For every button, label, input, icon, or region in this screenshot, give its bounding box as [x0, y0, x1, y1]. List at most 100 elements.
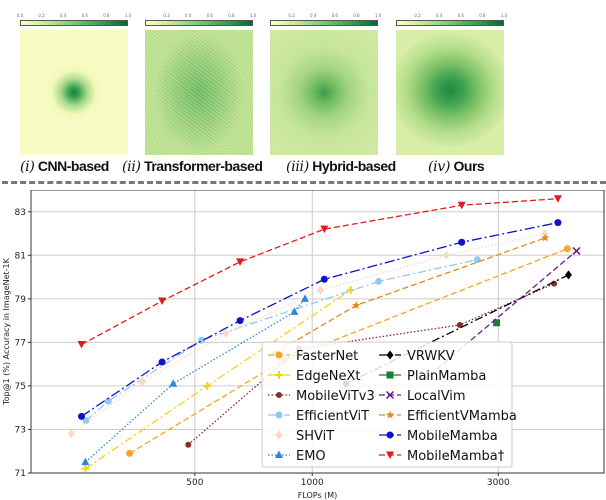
panel-title: Hybrid-based	[312, 158, 396, 174]
colorbar-ticks: 0.2 0.4 0.6 0.8 1.0	[396, 13, 508, 19]
erf-heatmap	[145, 30, 253, 155]
data-point	[185, 441, 192, 448]
y-tick-label: 81	[15, 251, 26, 261]
colorbar-ticks: 0.0 0.2 0.4 0.6 0.8 1.0	[17, 13, 132, 19]
series-emo	[81, 294, 309, 466]
tick: 0.2	[163, 13, 170, 18]
data-point	[81, 464, 90, 473]
tick: 0.8	[103, 13, 110, 18]
panel-label-ours: (iv) Ours	[428, 158, 485, 175]
data-point	[158, 297, 167, 306]
legend-item: MobileViTv3	[268, 389, 375, 404]
data-point	[236, 317, 244, 325]
legend-marker	[385, 410, 395, 419]
panel-label-cnn: (i) CNN-based	[20, 158, 109, 175]
legend-label: EdgeNeXt	[296, 369, 360, 384]
legend-item: PlainMamba	[379, 369, 486, 384]
colorbar	[396, 20, 504, 26]
colorbar	[145, 20, 253, 26]
data-point	[375, 277, 383, 285]
data-point	[81, 457, 90, 466]
tick: 1.0	[374, 13, 382, 18]
data-point	[458, 238, 466, 246]
legend-item: MobileMamba†	[379, 449, 505, 464]
legend-item: SHViT	[268, 429, 334, 444]
tick: 1.0	[500, 13, 508, 18]
data-point	[346, 286, 355, 295]
legend-item: EfficientVMamba	[379, 409, 517, 424]
panel-title: Ours	[453, 158, 485, 174]
tick: 0.4	[310, 13, 317, 18]
x-tick-label: 1000	[301, 478, 324, 488]
data-point	[290, 307, 299, 315]
data-point	[77, 412, 85, 420]
data-point	[541, 229, 549, 239]
data-point	[572, 246, 581, 255]
colorbar	[270, 20, 378, 26]
erf-heatmap	[270, 30, 378, 155]
panel-title: CNN-based	[37, 158, 109, 174]
legend-marker	[275, 411, 283, 419]
y-tick-label: 71	[15, 469, 26, 479]
legend-marker	[275, 450, 283, 458]
legend-box	[261, 341, 513, 468]
tick: 0.4	[185, 13, 192, 18]
legend-marker	[276, 392, 282, 398]
legend-item: VRWKV	[379, 349, 455, 364]
y-tick-label: 77	[15, 338, 26, 348]
tick: 0.8	[353, 13, 360, 18]
tick: 0.6	[206, 13, 213, 18]
series-line	[187, 283, 555, 446]
series-line	[81, 222, 559, 417]
tick: 0.8	[228, 13, 235, 18]
legend-label: EfficientVMamba	[407, 409, 517, 424]
colorbar-ticks: 0.2 0.4 0.6 0.8 1.0	[145, 13, 257, 19]
y-tick-label: 83	[15, 208, 26, 218]
tick: 0.2	[414, 13, 421, 18]
data-point	[138, 377, 146, 387]
legend-item: EMO	[268, 449, 326, 464]
tick: 0.6	[81, 13, 88, 18]
series-mobilemamba	[77, 219, 562, 420]
data-point	[493, 319, 501, 327]
data-point	[77, 341, 86, 349]
data-point	[352, 300, 361, 310]
data-point	[564, 270, 572, 280]
y-axis-label: Top@1 (%) Accuracy in ImageNet-1K	[2, 257, 11, 405]
data-point	[563, 245, 571, 253]
legend-label: EfficientViT	[296, 409, 369, 424]
data-point	[554, 219, 562, 227]
series-line	[84, 298, 306, 463]
series-mobilemamba-dagger	[77, 195, 562, 349]
data-point	[320, 275, 328, 283]
panel-number: (i)	[20, 159, 35, 175]
legend-label: SHViT	[296, 429, 334, 444]
accuracy-flops-chart: 71 73 75 77 79 81 83 500 1000 3000 FLOPs (M) Top@1 …	[2, 190, 605, 500]
tick: 0.8	[479, 13, 486, 18]
panel-number: (iii)	[286, 159, 309, 175]
tick: 0.4	[60, 13, 67, 18]
colorbar-ticks: 0.2 0.4 0.6 0.8 1.0	[270, 13, 382, 19]
data-point	[317, 285, 325, 295]
tick: 0.2	[38, 13, 45, 18]
x-tick-label: 3000	[487, 478, 510, 488]
legend-label: VRWKV	[407, 349, 455, 364]
legend-item: FasterNet	[268, 349, 358, 364]
legend-label: MobileMamba	[407, 429, 498, 444]
data-point	[443, 250, 451, 260]
legend-marker	[386, 431, 394, 439]
series-line	[81, 198, 558, 346]
data-point	[222, 329, 230, 339]
colorbar	[20, 20, 128, 26]
tick: 1.0	[249, 13, 257, 18]
panel-number: (iv)	[428, 159, 451, 175]
legend: FasterNet EdgeNeXt MobileViTv3 EfficientViT…	[261, 341, 517, 468]
legend-label: MobileMamba†	[407, 449, 505, 464]
legend-marker	[386, 350, 394, 360]
data-point	[541, 233, 550, 242]
series-line	[345, 274, 569, 385]
tick: 1.0	[124, 13, 132, 18]
legend-item: EdgeNeXt	[268, 369, 360, 384]
tick: 0.6	[457, 13, 464, 18]
legend-item: LocalVim	[379, 389, 466, 404]
